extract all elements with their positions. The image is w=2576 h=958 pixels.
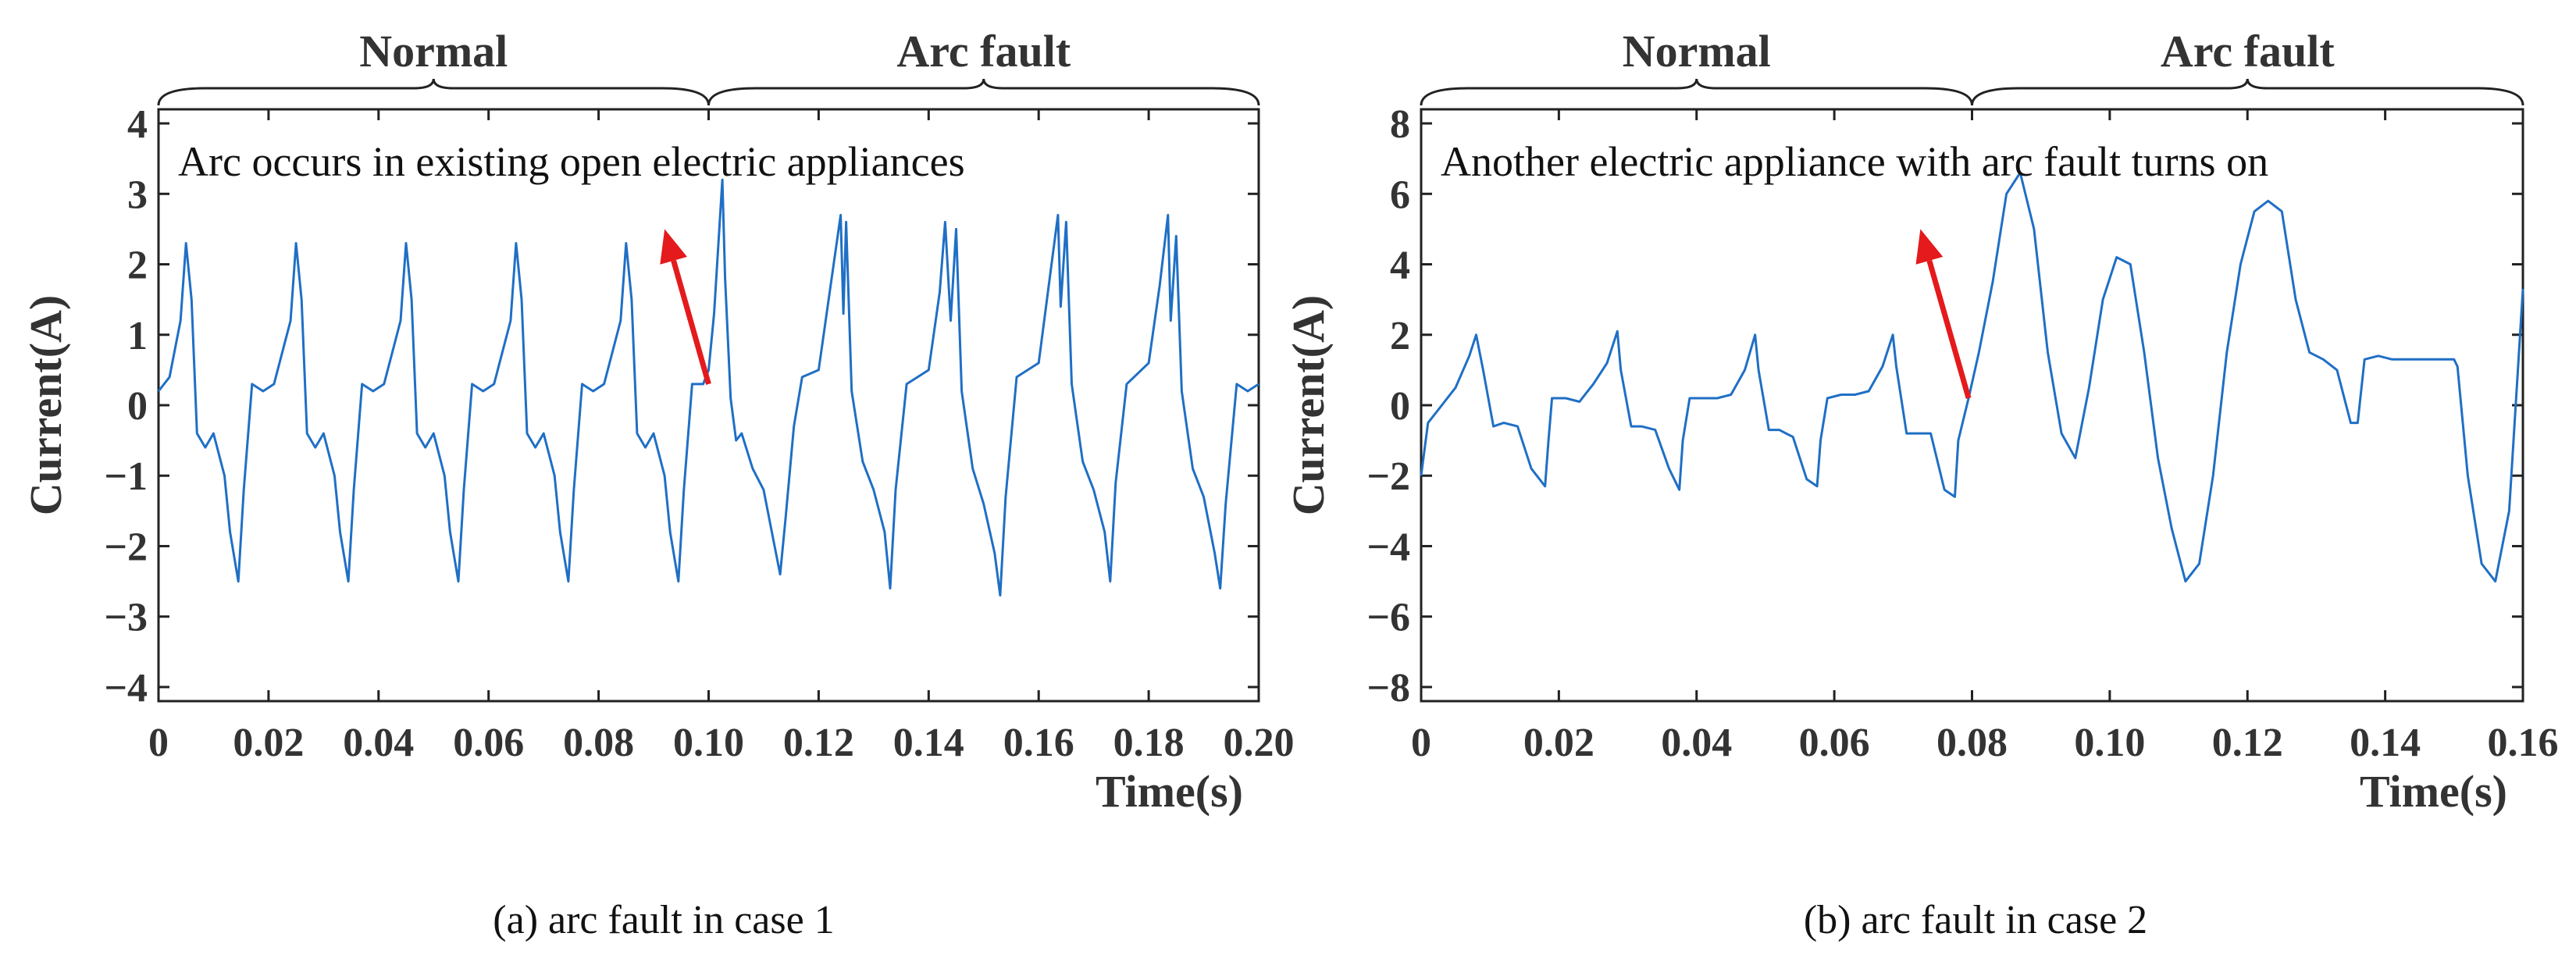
chart-1-xtick-label: 0.14	[893, 721, 964, 765]
chart-1-xtick-label: 0.10	[673, 721, 744, 765]
chart-2-xtick-label: 0.10	[2074, 721, 2145, 765]
chart-2-ytick-label: 0	[1390, 384, 1410, 429]
chart-2-ylabel: Current(A)	[1283, 295, 1334, 515]
chart-2-xtick-label: 0.08	[1936, 721, 2008, 765]
chart-2-arrow-head	[1915, 229, 1944, 265]
chart-2-region-label-1: Normal	[1623, 26, 1771, 77]
chart-2-ytick-label: 4	[1390, 244, 1410, 288]
chart-2-region-brace-1	[1420, 78, 1973, 106]
chart-2-plot-frame	[1420, 108, 2524, 703]
chart-2-ytick-label: −6	[1366, 596, 1410, 640]
chart-1-ytick-label: −4	[104, 666, 148, 710]
chart-1-arrow-head	[660, 229, 687, 265]
chart-1-region-label-2: Arc fault	[896, 26, 1071, 77]
chart-2-xtick-label: 0.12	[2212, 721, 2283, 765]
chart-2-caption: (b) arc fault in case 2	[1804, 898, 2147, 942]
chart-1-ytick-label: 3	[127, 173, 148, 217]
chart-2-annotation: Another electric appliance with arc faul…	[1441, 138, 2268, 185]
chart-1-xtick-label: 0	[148, 721, 169, 765]
chart-2-series-current	[1420, 171, 2524, 583]
chart-1-caption: (a) arc fault in case 1	[493, 898, 834, 942]
chart-1-ytick-label: −2	[104, 525, 148, 569]
chart-2-region-brace-2	[1971, 78, 2524, 106]
chart-2-ytick-label: −4	[1366, 525, 1410, 569]
chart-2-xtick-label: 0.14	[2350, 721, 2421, 765]
chart-1-xtick-label: 0.16	[1003, 721, 1074, 765]
chart-2-ytick-label: 2	[1390, 314, 1410, 358]
chart-2-xtick-label: 0.02	[1523, 721, 1594, 765]
chart-1-region-brace-1	[157, 78, 710, 106]
chart-1-ytick-label: −3	[104, 596, 148, 640]
chart-1-xlabel: Time(s)	[1096, 766, 1243, 817]
chart-1-annotation: Arc occurs in existing open electric app…	[178, 138, 965, 185]
chart-1-plot-frame	[157, 108, 1260, 703]
chart-1-series-current	[157, 178, 1259, 597]
chart-1-xtick-label: 0.20	[1224, 721, 1295, 765]
chart-1-ytick-label: −1	[104, 454, 148, 499]
chart-2-xtick-label: 0.16	[2488, 721, 2559, 765]
chart-2-xtick-label: 0.06	[1799, 721, 1870, 765]
chart-1-xtick-label: 0.06	[453, 721, 524, 765]
chart-1-xtick-label: 0.18	[1113, 721, 1185, 765]
chart-2-arrow-shaft	[1926, 259, 1972, 399]
chart-1-region-label-1: Normal	[359, 26, 508, 77]
chart-2-ytick-label: 8	[1390, 102, 1410, 147]
chart-1-xtick-label: 0.12	[783, 721, 854, 765]
chart-2: −8 −6 −4 −2 0 2 4 6 8 0 0.02 0.04 0.06 0.08 0.10 0.12 0.…	[1283, 26, 2559, 942]
chart-1: −4 −3 −2 −1 0 1 2 3 4 0 0.02 0.04 0.06 0.08 0.10 0.12 0.…	[20, 26, 1295, 942]
chart-2-ytick-label: −2	[1366, 454, 1410, 499]
chart-1-ytick-label: 1	[127, 314, 148, 358]
chart-2-ytick-label: 6	[1390, 173, 1410, 217]
chart-1-xtick-label: 0.08	[563, 721, 634, 765]
chart-2-region-label-2: Arc fault	[2161, 26, 2336, 77]
chart-1-ytick-label: 4	[127, 102, 148, 147]
chart-1-xtick-label: 0.04	[343, 721, 414, 765]
chart-2-xtick-label: 0	[1411, 721, 1431, 765]
chart-1-region-brace-2	[707, 78, 1260, 106]
chart-1-arrow-shaft	[671, 259, 711, 385]
chart-2-ytick-label: −8	[1366, 666, 1410, 710]
chart-2-xtick-label: 0.04	[1661, 721, 1732, 765]
chart-1-xtick-label: 0.02	[233, 721, 304, 765]
chart-1-ytick-label: 0	[127, 384, 148, 429]
chart-2-xlabel: Time(s)	[2360, 766, 2507, 817]
chart-1-ylabel: Current(A)	[20, 295, 71, 515]
chart-1-ytick-label: 2	[127, 244, 148, 288]
